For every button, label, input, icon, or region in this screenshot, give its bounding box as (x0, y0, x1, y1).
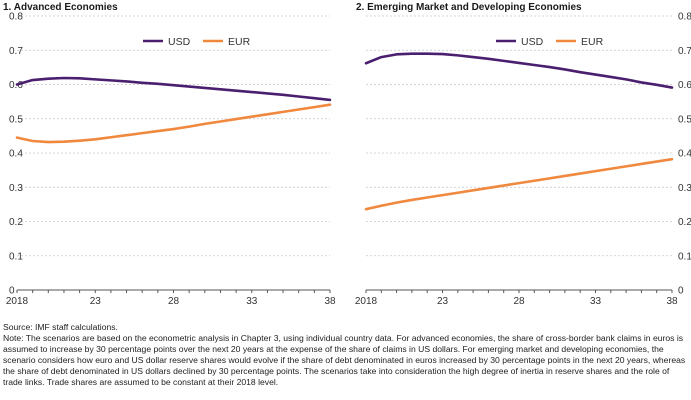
y-tick-label: 0.8 (9, 12, 23, 23)
legend-label-usd: USD (168, 36, 191, 48)
y-tick-label: 0.7 (9, 46, 23, 57)
source-text: Source: IMF staff calculations. (3, 322, 118, 332)
x-tick-label: 2018 (355, 296, 378, 307)
y-tick-label: 0.3 (678, 183, 691, 194)
series-line-eur (364, 157, 674, 211)
x-tick-label: 28 (513, 296, 525, 307)
y-tick-label: 0.1 (9, 251, 23, 262)
y-tick-label: 0.1 (678, 251, 691, 262)
chart-title: 1. Advanced Economies (3, 2, 118, 13)
y-tick-label: 0.4 (9, 149, 23, 160)
legend-label-eur: EUR (228, 36, 251, 48)
y-tick-label: 0.2 (9, 217, 23, 228)
panel-advanced-economies: 1. Advanced Economies00.10.20.30.40.50.6… (3, 2, 336, 307)
notes-block: Source: IMF staff calculations. Note: Th… (3, 322, 689, 387)
x-tick-label: 2018 (6, 296, 29, 307)
y-tick-label: 0.5 (678, 114, 691, 125)
x-tick-label: 28 (168, 296, 180, 307)
note-text: Note: The scenarios are based on the eco… (3, 332, 686, 387)
x-tick-label: 23 (437, 296, 449, 307)
x-tick-label: 38 (666, 296, 678, 307)
y-tick-label: 0 (9, 286, 15, 297)
series-line-usd (15, 76, 332, 102)
chart-title: 2. Emerging Market and Developing Econom… (356, 2, 582, 13)
y-tick-label: 0.8 (678, 12, 691, 23)
y-tick-label: 0.4 (678, 149, 691, 160)
x-tick-label: 33 (590, 296, 602, 307)
legend-label-eur: EUR (581, 36, 604, 48)
figure-area: 1. Advanced Economies 0 0.1 0.2 0.3 0.4 0.5 0.6… (3, 2, 691, 307)
y-tick-label: 0.7 (678, 46, 691, 57)
series-line-eur (15, 103, 332, 144)
panel-emerging-developing-economies: 2. Emerging Market and Developing Econom… (355, 2, 691, 307)
x-tick-label: 38 (324, 296, 336, 307)
legend-label-usd: USD (521, 36, 544, 48)
series-line-usd (364, 52, 674, 89)
y-tick-label: 0.5 (9, 114, 23, 125)
y-tick-label: 0.6 (678, 80, 691, 91)
y-tick-label: 0 (678, 286, 684, 297)
x-tick-label: 33 (246, 296, 258, 307)
y-tick-label: 0.2 (678, 217, 691, 228)
y-tick-label: 0.3 (9, 183, 23, 194)
x-tick-label: 23 (90, 296, 102, 307)
